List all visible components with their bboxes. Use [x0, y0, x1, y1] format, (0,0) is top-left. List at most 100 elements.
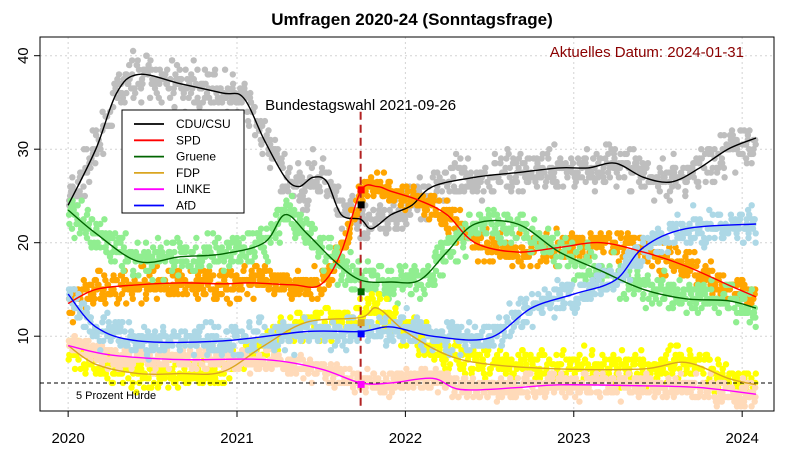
poll-point	[286, 202, 294, 209]
poll-point	[152, 365, 159, 373]
poll-point	[722, 361, 730, 368]
poll-point	[135, 272, 142, 279]
poll-point	[451, 206, 458, 214]
poll-point	[605, 150, 612, 158]
poll-point	[432, 267, 440, 274]
poll-point	[667, 342, 674, 349]
poll-point	[476, 351, 483, 359]
poll-point	[450, 248, 457, 256]
poll-point	[583, 146, 591, 153]
poll-point	[670, 150, 677, 158]
poll-point	[678, 300, 685, 307]
poll-point	[482, 164, 489, 172]
poll-point	[297, 337, 304, 345]
poll-point	[315, 253, 322, 260]
poll-point	[674, 248, 682, 256]
poll-point	[720, 272, 727, 279]
poll-point	[128, 290, 136, 298]
poll-point	[617, 150, 624, 158]
poll-point	[260, 244, 268, 251]
poll-point	[305, 160, 312, 167]
poll-point	[207, 276, 214, 284]
poll-point	[194, 94, 201, 102]
poll-point	[694, 309, 702, 316]
poll-point	[279, 188, 287, 195]
poll-point	[431, 281, 438, 288]
poll-point	[476, 393, 484, 401]
poll-point	[545, 155, 552, 162]
poll-point	[239, 234, 247, 242]
poll-point	[478, 197, 486, 204]
poll-point	[576, 244, 583, 251]
poll-point	[314, 314, 321, 321]
poll-point	[720, 164, 728, 172]
poll-point	[139, 80, 146, 88]
poll-point	[278, 337, 285, 345]
poll-point	[181, 342, 189, 349]
poll-point	[154, 234, 162, 242]
poll-point	[259, 150, 266, 158]
poll-point	[281, 347, 289, 354]
poll-point	[320, 234, 327, 242]
poll-point	[711, 146, 718, 153]
poll-point	[509, 262, 516, 270]
poll-point	[318, 244, 326, 251]
poll-point	[674, 183, 682, 190]
poll-point	[321, 178, 329, 186]
poll-point	[193, 365, 200, 373]
poll-point	[109, 89, 117, 97]
poll-point	[82, 370, 89, 377]
poll-point	[257, 225, 265, 232]
poll-point	[180, 89, 187, 97]
poll-point	[708, 150, 715, 158]
poll-point	[549, 234, 557, 242]
poll-point	[274, 146, 281, 153]
poll-point	[596, 393, 604, 401]
poll-point	[175, 272, 182, 279]
poll-point	[87, 164, 94, 172]
poll-point	[421, 211, 428, 218]
poll-point	[170, 89, 177, 97]
poll-point	[622, 295, 630, 302]
poll-point	[210, 272, 217, 279]
poll-point	[491, 150, 499, 158]
poll-point	[171, 103, 178, 111]
poll-point	[437, 239, 445, 246]
poll-point	[209, 230, 217, 237]
poll-point	[638, 347, 645, 354]
poll-point	[741, 127, 748, 134]
poll-point	[117, 80, 125, 88]
poll-point	[558, 370, 565, 377]
poll-point	[462, 169, 469, 176]
poll-point	[497, 375, 505, 382]
poll-point	[254, 328, 261, 335]
poll-point	[508, 239, 515, 246]
poll-point	[606, 174, 614, 181]
poll-point	[403, 342, 410, 349]
poll-point	[251, 103, 258, 111]
poll-point	[351, 286, 359, 293]
poll-point	[706, 356, 713, 363]
poll-point	[314, 295, 321, 302]
poll-point	[198, 323, 206, 331]
poll-point	[373, 169, 381, 176]
poll-point	[459, 244, 467, 251]
poll-point	[617, 230, 625, 237]
poll-point	[600, 164, 607, 172]
poll-point	[686, 248, 693, 256]
poll-point	[562, 370, 569, 377]
poll-point	[591, 188, 599, 195]
poll-point	[148, 384, 155, 391]
poll-point	[210, 99, 218, 106]
poll-point	[578, 174, 586, 181]
poll-point	[252, 239, 259, 246]
poll-point	[443, 197, 450, 204]
poll-point	[176, 347, 184, 354]
poll-point	[611, 155, 618, 162]
poll-point	[599, 351, 606, 359]
poll-point	[122, 71, 129, 78]
poll-point	[605, 370, 613, 377]
poll-point	[206, 262, 213, 270]
poll-point	[421, 290, 428, 298]
poll-point	[320, 155, 327, 162]
